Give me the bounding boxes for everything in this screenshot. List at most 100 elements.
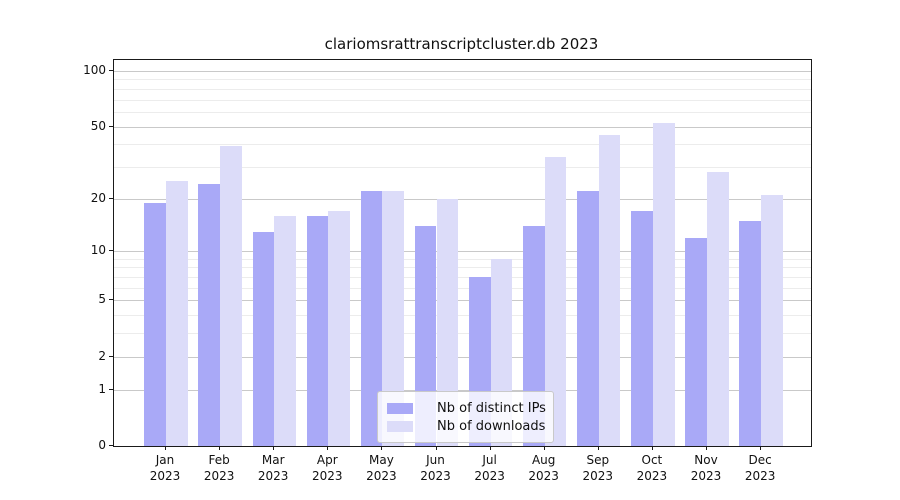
gridline-minor — [114, 267, 811, 269]
bar-aug-distinct-ips — [523, 225, 545, 446]
y-axis-label: 20 — [90, 190, 106, 205]
gridline-minor — [114, 88, 811, 90]
y-tick — [109, 125, 113, 127]
gridline-minor — [114, 144, 811, 146]
gridline-major — [114, 198, 811, 200]
month-label: Jan — [155, 453, 175, 467]
gridline-major — [114, 126, 811, 128]
bar-apr-distinct-ips — [306, 215, 329, 446]
bar-dec-downloads — [761, 194, 783, 446]
bar-dec-distinct-ips — [739, 220, 762, 446]
y-tick — [109, 445, 113, 446]
month-label: May — [368, 453, 394, 467]
bar-jan-distinct-ips — [144, 202, 166, 446]
gridline-major — [114, 356, 811, 358]
gridline-minor — [114, 99, 811, 101]
month-label: Apr — [316, 453, 338, 467]
gridline-minor — [114, 315, 811, 317]
y-axis-label: 1 — [98, 381, 106, 396]
bar-apr-downloads — [328, 211, 350, 446]
year-label: 2023 — [528, 469, 559, 483]
legend-item-downloads: Nb of downloads — [387, 419, 553, 434]
gridline-major — [114, 389, 811, 391]
x-axis-label-feb: Feb 2023 — [189, 452, 249, 484]
bar-may-distinct-ips — [360, 191, 383, 446]
x-axis-label-mar: Mar 2023 — [243, 452, 303, 484]
x-axis-label-sep: Sep 2023 — [568, 452, 628, 484]
x-axis-label-aug: Aug 2023 — [514, 452, 574, 484]
month-label: Feb — [208, 453, 230, 467]
x-axis-label-apr: Apr 2023 — [297, 452, 357, 484]
bar-may-downloads — [382, 191, 405, 446]
x-axis-label-may: May 2023 — [351, 452, 411, 484]
y-axis-label: 100 — [83, 62, 106, 77]
x-tick — [273, 446, 275, 450]
x-axis-label-jan: Jan 2023 — [135, 452, 195, 484]
y-axis-label: 5 — [98, 292, 106, 307]
month-label: Sep — [586, 453, 610, 467]
gridline-minor — [114, 333, 811, 335]
gridline-minor — [114, 166, 811, 168]
gridline-major — [114, 300, 811, 302]
year-label: 2023 — [203, 469, 235, 483]
year-label: 2023 — [312, 469, 343, 483]
legend-label-downloads: Nb of downloads — [437, 418, 546, 434]
year-label: 2023 — [149, 469, 181, 483]
x-axis-label-nov: Nov 2023 — [676, 452, 736, 484]
x-axis-label-jun: Jun 2023 — [406, 452, 466, 484]
bar-mar-downloads — [274, 215, 296, 446]
x-tick — [543, 446, 545, 450]
year-label: 2023 — [257, 469, 289, 483]
bar-nov-downloads — [707, 172, 729, 446]
year-label: 2023 — [474, 469, 505, 483]
month-label: Oct — [641, 453, 663, 467]
month-label: Jul — [482, 453, 497, 467]
gridline-minor — [114, 287, 811, 289]
year-label: 2023 — [744, 469, 776, 483]
gridline-minor — [114, 277, 811, 279]
x-axis-label-oct: Oct 2023 — [622, 452, 682, 484]
x-tick — [489, 446, 491, 450]
bar-aug-downloads — [544, 157, 567, 446]
y-tick — [109, 388, 113, 390]
bar-nov-distinct-ips — [685, 237, 707, 446]
legend-swatch-downloads — [387, 420, 413, 432]
x-tick — [706, 446, 707, 450]
month-label: Aug — [531, 453, 556, 467]
legend-item-distinct-ips: Nb of distinct IPs — [387, 401, 553, 416]
bar-mar-distinct-ips — [252, 231, 275, 446]
year-label: 2023 — [420, 469, 451, 483]
bar-jan-downloads — [166, 181, 188, 446]
x-tick — [760, 446, 762, 450]
bar-jun-downloads — [436, 198, 459, 446]
y-axis-label: 50 — [90, 118, 106, 133]
x-tick — [651, 446, 653, 450]
bar-oct-distinct-ips — [631, 211, 653, 446]
bar-jun-distinct-ips — [414, 225, 437, 446]
gridline-major — [114, 70, 811, 72]
y-tick — [109, 197, 113, 199]
year-label: 2023 — [636, 469, 668, 483]
x-tick — [597, 446, 599, 450]
x-tick — [381, 446, 383, 450]
y-tick — [109, 69, 113, 71]
y-axis-label: 10 — [90, 243, 106, 258]
x-tick — [327, 446, 329, 450]
legend-label-distinct-ips: Nb of distinct IPs — [437, 400, 546, 416]
month-label: Dec — [748, 453, 772, 467]
plot-area — [113, 59, 812, 447]
x-tick — [219, 446, 221, 450]
x-axis-label-jul: Jul 2023 — [460, 452, 520, 484]
year-label: 2023 — [366, 469, 397, 483]
y-tick — [109, 355, 113, 357]
y-tick — [109, 299, 113, 301]
gridline-minor — [114, 79, 811, 81]
month-label: Nov — [694, 453, 718, 467]
gridline-minor — [114, 258, 811, 260]
year-label: 2023 — [582, 469, 614, 483]
y-tick — [109, 250, 113, 252]
bar-oct-downloads — [652, 123, 675, 446]
chart-title: clariomsrattranscriptcluster.db 2023 — [324, 35, 599, 53]
gridline-minor — [114, 111, 811, 113]
